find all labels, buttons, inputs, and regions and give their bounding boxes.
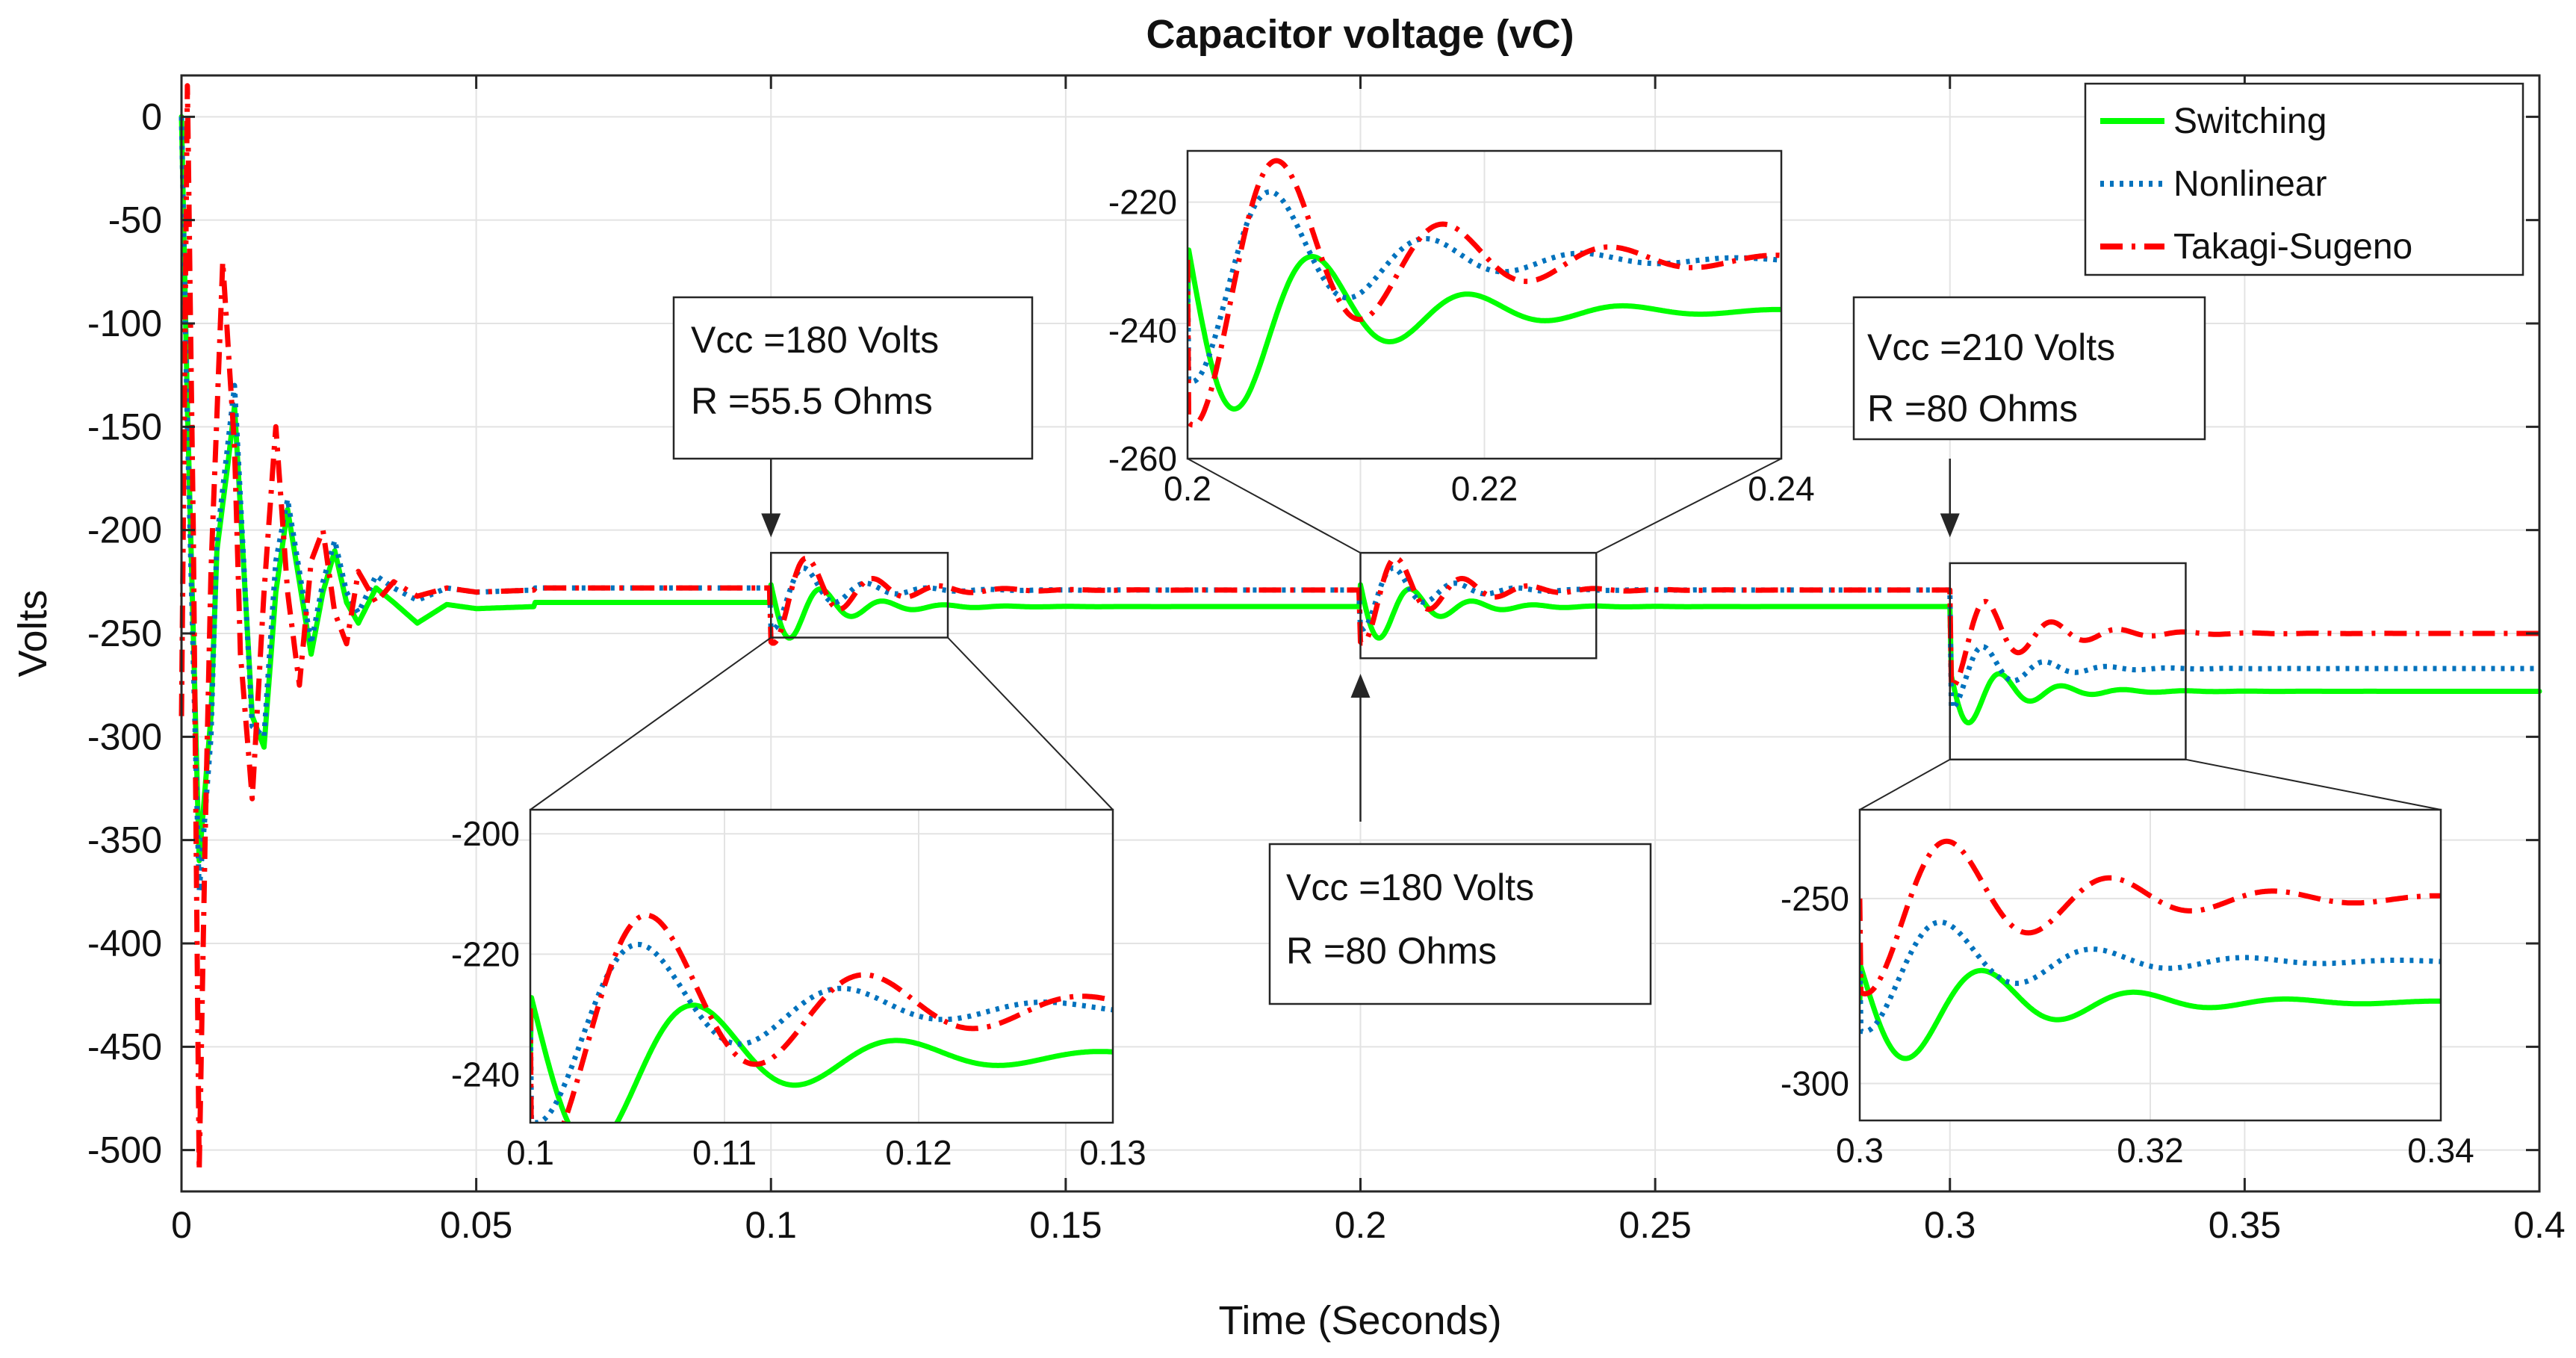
- legend-label-nonlinear: Nonlinear: [2173, 164, 2327, 204]
- connector-line: [947, 636, 1114, 810]
- zoom-region-inset-0.1: [770, 551, 949, 639]
- inset-x-tick-label: 0.34: [2407, 1131, 2474, 1170]
- series-line-nonlinear: [530, 941, 1113, 1123]
- inset-y-tick-label: -260: [1108, 439, 1177, 478]
- x-tick-label: 0.05: [440, 1204, 512, 1246]
- series-line-switching: [1860, 964, 2441, 1061]
- legend-box: [2084, 82, 2524, 276]
- inset-x-tick-label: 0.32: [2117, 1131, 2184, 1170]
- y-tick-label: -400: [87, 923, 162, 964]
- zoom-regions: [770, 551, 2187, 761]
- y-tick-label: -50: [108, 199, 162, 241]
- x-axis-label: Time (Seconds): [1218, 1298, 1501, 1343]
- series-line-nonlinear: [179, 117, 2541, 895]
- y-tick-label: -300: [87, 716, 162, 757]
- inset-connectors: [530, 458, 2442, 810]
- inset-y-tick-label: -240: [451, 1055, 520, 1094]
- series-line-nonlinear: [1860, 920, 2441, 1035]
- legend: Switching Nonlinear Takagi-Sugeno: [2084, 82, 2524, 276]
- annotation-line: R =80 Ohms: [1867, 388, 2078, 430]
- inset-background: [530, 810, 1113, 1123]
- zoom-region-inset-0.2: [1359, 551, 1598, 660]
- legend-label-takagi-sugeno: Takagi-Sugeno: [2173, 227, 2412, 267]
- inset-frame: [529, 808, 1114, 1124]
- legend-label-switching: Switching: [2173, 102, 2327, 141]
- connector-line: [530, 636, 772, 810]
- annotation-arrows: [761, 459, 1960, 822]
- inset-x-tick-label: 0.22: [1451, 469, 1518, 508]
- inset-0.1: 0.1 0.11 0.12 0.13 -200 -220 -240: [451, 808, 1146, 1172]
- series-line-takagi-sugeno: [530, 912, 1113, 1123]
- inset-x-tick-label: 0.2: [1164, 469, 1211, 508]
- y-tick-label: -100: [87, 303, 162, 344]
- inset-y-tick-label: -220: [451, 934, 520, 973]
- inset-x-tick-label: 0.11: [692, 1133, 757, 1172]
- inset-series-group: [1860, 838, 2441, 1061]
- y-tick-label: 0: [141, 96, 162, 137]
- connector-line: [2185, 758, 2442, 810]
- x-tick-label: 0.4: [2513, 1204, 2566, 1246]
- inset-x-tick-label: 0.1: [506, 1133, 554, 1172]
- x-tick-label: 0.3: [1924, 1204, 1976, 1246]
- y-tick-label: -450: [87, 1026, 162, 1067]
- x-tick-label: 0.15: [1029, 1204, 1102, 1246]
- annotation-line: R =55.5 Ohms: [691, 380, 933, 422]
- annotation-line: Vcc =210 Volts: [1867, 326, 2115, 368]
- x-tick-label: 0: [171, 1204, 192, 1246]
- inset-frame: [1858, 808, 2442, 1122]
- main-tick-labels: 0 0.05 0.1 0.15 0.2 0.25 0.3 0.35 0.4 0 -50 -100 -15…: [87, 75, 2566, 1246]
- series-line-switching: [530, 995, 1113, 1123]
- x-tick-label: 0.35: [2209, 1204, 2281, 1246]
- annotation-arrow-head: [761, 513, 781, 538]
- inset-series-group: [530, 912, 1113, 1123]
- y-tick-label: -500: [87, 1129, 162, 1171]
- inset-0.2: 0.2 0.22 0.24 -220 -240 -260: [1108, 149, 1815, 508]
- y-tick-label: -350: [87, 819, 162, 861]
- y-tick-label: -250: [87, 613, 162, 654]
- inset-0.3: 0.3 0.32 0.34 -250 -300: [1781, 808, 2474, 1170]
- annotation-line: Vcc =180 Volts: [691, 319, 939, 361]
- connector-line: [1595, 458, 1782, 554]
- inset-y-tick-label: -200: [451, 814, 520, 853]
- zoom-region-inset-0.3: [1949, 562, 2187, 761]
- series-line-switching: [1188, 247, 1781, 412]
- y-tick-label: -200: [87, 509, 162, 551]
- inset-y-tick-label: -220: [1108, 183, 1177, 222]
- inset-frame: [1186, 149, 1783, 460]
- inset-x-tick-label: 0.12: [885, 1133, 952, 1172]
- inset-y-tick-label: -250: [1781, 879, 1849, 918]
- chart-title: Capacitor voltage (vC): [1146, 12, 1574, 57]
- annotation-line: Vcc =180 Volts: [1286, 866, 1534, 908]
- annotation-vcc210-r80: Vcc =210 Volts R =80 Ohms: [1852, 296, 2206, 441]
- inset-y-tick-label: -300: [1781, 1064, 1849, 1103]
- annotation-arrow-head: [1350, 673, 1371, 698]
- inset-x-tick-label: 0.24: [1748, 469, 1815, 508]
- inset-series-group: [1188, 158, 1781, 428]
- connector-line: [1859, 758, 1951, 810]
- annotation-vcc180-r55: Vcc =180 Volts R =55.5 Ohms: [672, 296, 1034, 460]
- inset-x-tick-label: 0.13: [1079, 1133, 1146, 1172]
- x-tick-label: 0.25: [1618, 1204, 1691, 1246]
- x-tick-label: 0.2: [1335, 1204, 1387, 1246]
- inset-y-tick-label: -240: [1108, 311, 1177, 350]
- y-axis-label: Volts: [10, 589, 55, 677]
- inset-x-tick-label: 0.3: [1836, 1131, 1884, 1170]
- annotation-vcc180-r80: Vcc =180 Volts R =80 Ohms: [1268, 843, 1652, 1005]
- annotation-line: R =80 Ohms: [1286, 930, 1497, 972]
- annotation-arrow-head: [1940, 513, 1960, 538]
- y-tick-label: -150: [87, 406, 162, 447]
- connector-line: [1187, 458, 1361, 554]
- inset-group: 0.1 0.11 0.12 0.13 -200 -220 -240 0.2 0.22 0.24 -2…: [451, 149, 2474, 1172]
- x-tick-label: 0.1: [745, 1204, 797, 1246]
- series-line-takagi-sugeno: [1860, 838, 2441, 996]
